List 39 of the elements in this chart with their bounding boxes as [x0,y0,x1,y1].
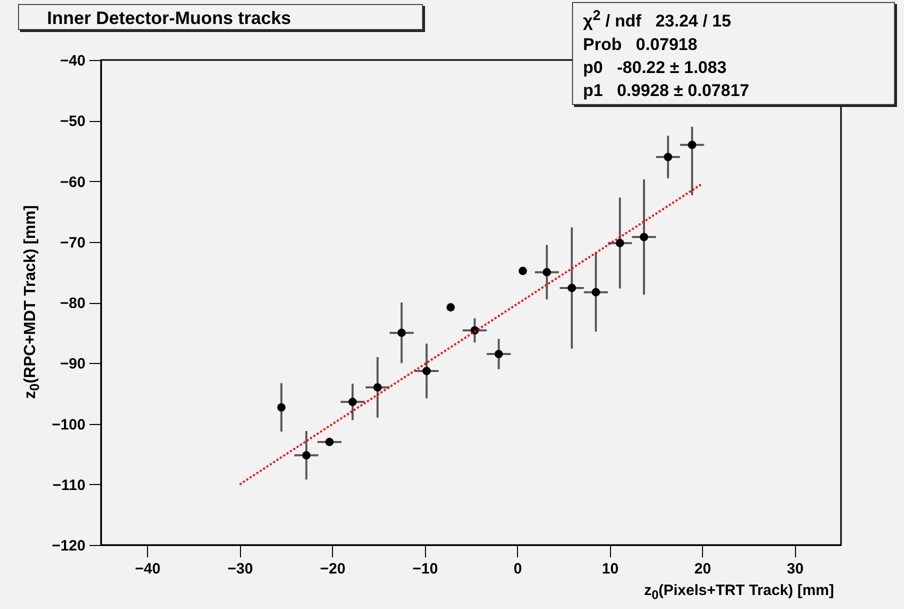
fit-stats-box: χ$^{2}$ / ndf 23.24 / 15 Prob 0.07918 p0 -80.22 ± 1.083 p1 0.9928 ± 0.07817 [572,2,895,105]
x-tick-label: 20 [694,560,712,578]
point [373,383,382,392]
y-tick-label: −90 [60,356,86,373]
x-axis-title: z$_{0}$(Pixels+TRT Track) [mm] [644,582,834,602]
y-tick-label: −100 [52,416,86,434]
y-tick-label: −50 [60,113,86,130]
title-box: Inner Detector-Muons tracks [18,4,423,30]
point [568,284,576,292]
x-tick-label: −20 [320,560,346,578]
point [640,232,648,242]
x-tick-label: −10 [412,560,438,578]
point [325,438,334,446]
point [518,266,527,276]
point [616,238,624,248]
x-tick-label: 30 [786,560,804,578]
point [446,303,455,312]
y-tick-label: −120 [52,538,86,554]
point [664,152,672,162]
x-tick-label: −40 [135,560,160,578]
y-tick-label: −60 [60,174,86,191]
point [542,268,552,276]
y-tick-label: −80 [60,295,86,312]
point [302,451,311,460]
x-tick-label: 0 [514,560,522,578]
point [348,398,357,406]
point [688,140,696,150]
point [277,403,286,412]
x-tick-label: 10 [602,560,619,578]
annotation: p0 -80.22 ± 1.083 [583,56,728,79]
y-tick-label: −70 [60,234,86,252]
point [422,366,431,376]
y-tick-label: −40 [60,52,86,70]
x-tick-label: −30 [228,560,253,578]
point [494,350,503,358]
point [592,288,600,296]
y-tick-label: −110 [52,476,86,494]
annotation: p1 0.9928 ± 0.07817 [583,80,750,102]
point [397,328,406,337]
